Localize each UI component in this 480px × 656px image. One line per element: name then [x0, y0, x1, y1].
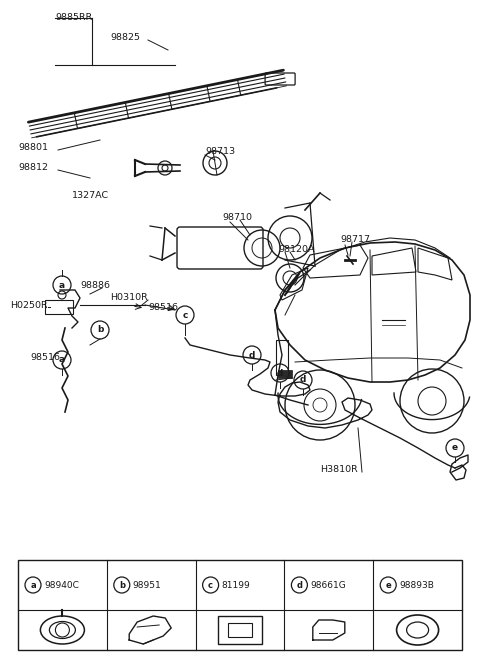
- Text: 98516: 98516: [30, 354, 60, 363]
- Text: b: b: [119, 581, 125, 590]
- Bar: [18, 560, 462, 650]
- Text: d: d: [296, 581, 302, 590]
- Bar: [278, 370, 292, 378]
- Bar: [228, 623, 252, 637]
- Text: 98717: 98717: [340, 236, 370, 245]
- Text: 98886: 98886: [80, 281, 110, 289]
- Text: a: a: [59, 281, 65, 289]
- Text: b: b: [97, 325, 103, 335]
- Bar: [218, 616, 262, 644]
- Bar: [276, 340, 288, 375]
- Text: 98710: 98710: [222, 213, 252, 222]
- Text: e: e: [385, 581, 391, 590]
- Text: 98893B: 98893B: [399, 581, 434, 590]
- Text: 98516: 98516: [148, 304, 178, 312]
- Text: 98812: 98812: [18, 163, 48, 173]
- Text: H3810R: H3810R: [320, 466, 358, 474]
- Text: 81199: 81199: [222, 581, 251, 590]
- Text: 98940C: 98940C: [44, 581, 79, 590]
- Text: d: d: [300, 375, 306, 384]
- Text: H0310R: H0310R: [110, 293, 148, 302]
- Text: H0250R: H0250R: [10, 300, 48, 310]
- Text: 98951: 98951: [133, 581, 162, 590]
- Text: 98713: 98713: [205, 148, 235, 157]
- Text: 9885RR: 9885RR: [55, 14, 92, 22]
- Text: e: e: [452, 443, 458, 453]
- Text: 1327AC: 1327AC: [72, 190, 109, 199]
- Text: a: a: [30, 581, 36, 590]
- Text: 98825: 98825: [110, 33, 140, 43]
- Text: a: a: [59, 356, 65, 365]
- Text: c: c: [182, 310, 188, 319]
- Text: 98661G: 98661G: [311, 581, 346, 590]
- Text: 98120A: 98120A: [278, 245, 314, 255]
- Text: d: d: [249, 350, 255, 359]
- Text: c: c: [208, 581, 213, 590]
- Text: 98801: 98801: [18, 144, 48, 152]
- Text: d: d: [277, 369, 283, 377]
